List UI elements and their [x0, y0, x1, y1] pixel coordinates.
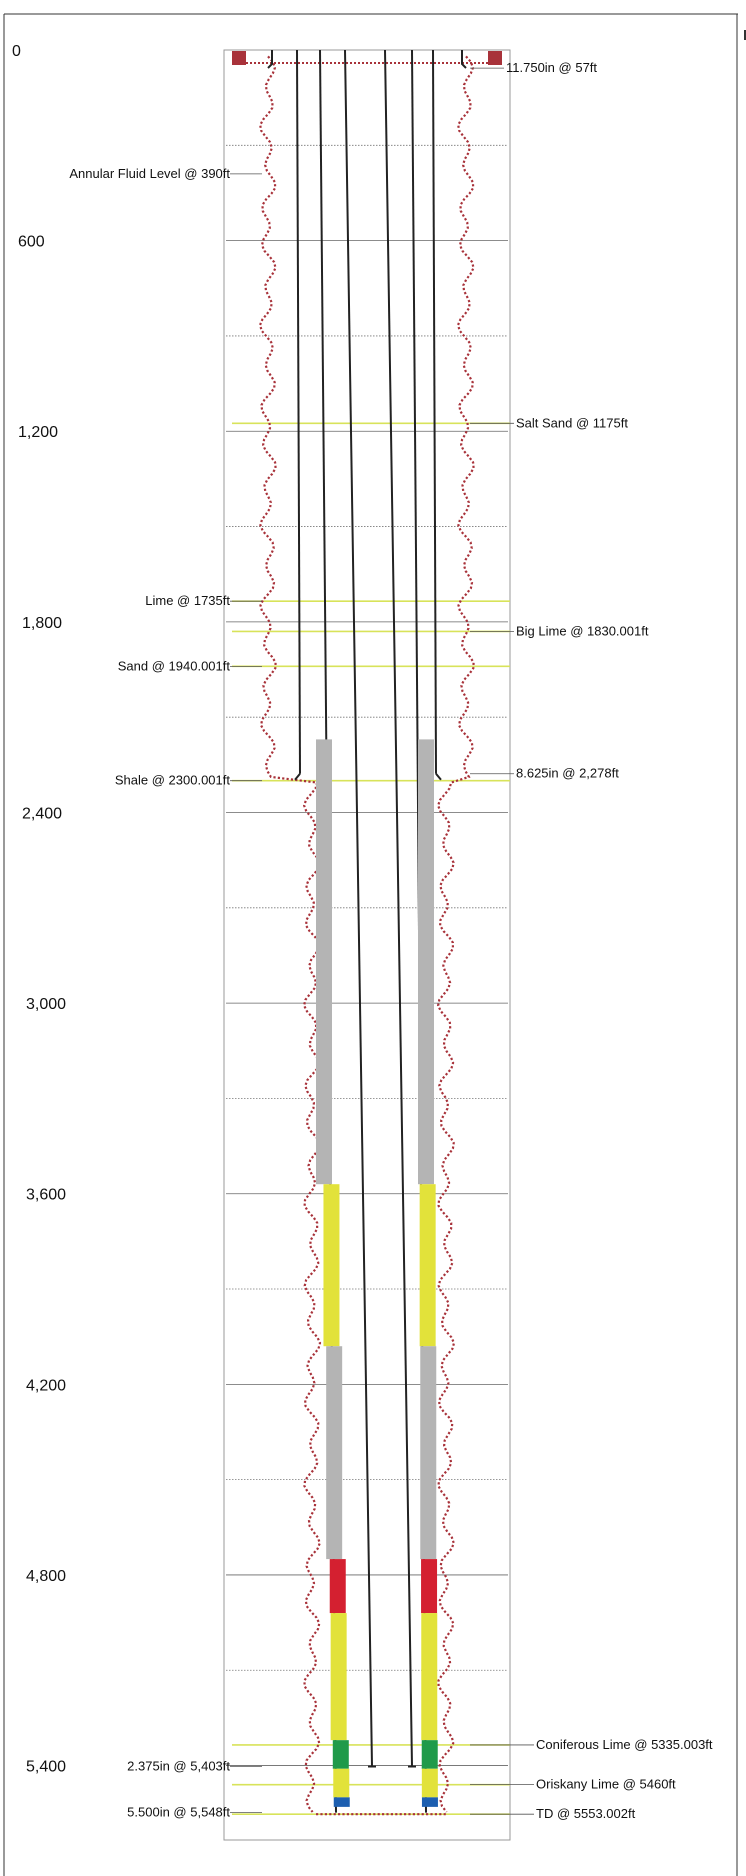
cement-segment-left: [326, 1346, 343, 1560]
conductor-block-right: [488, 51, 502, 65]
intermediate-casing-right: [432, 49, 437, 774]
left-annotation: Annular Fluid Level @ 390ft: [69, 166, 230, 181]
right-annotation: Big Lime @ 1830.001ft: [516, 623, 649, 638]
cement-segment-left: [332, 1740, 349, 1769]
cement-segment-right: [421, 1740, 438, 1769]
borehole-wall-right: [436, 55, 475, 1813]
depth-tick-label: 5,400: [26, 1759, 66, 1776]
page-frame: [3, 13, 738, 1876]
right-annotation: Salt Sand @ 1175ft: [516, 415, 628, 430]
cement-segment-right: [421, 1768, 438, 1798]
depth-tick-label: 0: [12, 43, 21, 60]
depth-tick-label: 3,600: [26, 1187, 66, 1204]
tubing-right: [384, 49, 413, 1767]
depth-axis: 0 600 1,200 1,800 2,400 3,000 3,600 4,200 4,800 5…: [12, 43, 66, 1776]
depth-tick-label: 3,000: [26, 996, 66, 1013]
surface-casing: [267, 50, 467, 69]
conductor-block-left: [232, 51, 246, 65]
right-annotations: 11.750in @ 57ft Salt Sand @ 1175ft Big Lim…: [470, 60, 713, 1821]
cement-segment-left: [323, 1184, 340, 1347]
tubing-strings: [344, 49, 416, 1768]
borehole-outline: [232, 51, 502, 1816]
left-annotation: 2.375in @ 5,403ft: [127, 1759, 230, 1774]
cement-segment-right: [421, 1613, 438, 1741]
cement-segment-left: [333, 1768, 350, 1798]
right-annotation: Coniferous Lime @ 5335.003ft: [536, 1737, 713, 1752]
depth-tick-label: 1,200: [18, 424, 58, 441]
right-annotation: Oriskany Lime @ 5460ft: [536, 1777, 676, 1792]
depth-tick-label: 4,800: [26, 1568, 66, 1585]
left-annotation: Sand @ 1940.001ft: [118, 658, 231, 673]
left-annotation: Shale @ 2300.001ft: [115, 773, 231, 788]
depth-grid: [226, 144, 508, 1766]
borehole-wall-left: [258, 55, 322, 1813]
cement-segment-left: [333, 1797, 350, 1807]
cement-segment-right: [421, 1797, 438, 1807]
casing-strings: [267, 49, 467, 1813]
cement-segment-left: [329, 1559, 346, 1614]
diagram-panel: [223, 49, 511, 1841]
cement-segment-right: [421, 1559, 438, 1614]
left-annotations: Annular Fluid Level @ 390ft Lime @ 1735ft…: [69, 166, 262, 1820]
tubing-left: [344, 49, 373, 1767]
intermediate-casing-shoe: [294, 773, 442, 781]
right-annotation: 8.625in @ 2,278ft: [516, 766, 619, 781]
right-annotation: 11.750in @ 57ft: [506, 60, 597, 75]
intermediate-casing-left: [296, 49, 301, 774]
left-annotation: Lime @ 1735ft: [145, 593, 230, 608]
cement-segment-left: [316, 739, 332, 1185]
depth-tick-label: 2,400: [22, 805, 62, 822]
depth-tick-label: 600: [18, 234, 45, 251]
depth-tick-label: 1,800: [22, 615, 62, 632]
cement-column: [316, 739, 438, 1807]
side-panel-edge: [744, 30, 746, 40]
cement-segment-left: [330, 1613, 347, 1741]
depth-tick-label: 4,200: [26, 1377, 66, 1394]
right-annotation: TD @ 5553.002ft: [536, 1806, 636, 1821]
cement-segment-right: [418, 739, 434, 1185]
left-annotation: 5.500in @ 5,548ft: [127, 1805, 230, 1820]
cement-segment-right: [420, 1346, 437, 1560]
formation-lines: [232, 422, 510, 1815]
cement-segment-right: [419, 1184, 436, 1347]
